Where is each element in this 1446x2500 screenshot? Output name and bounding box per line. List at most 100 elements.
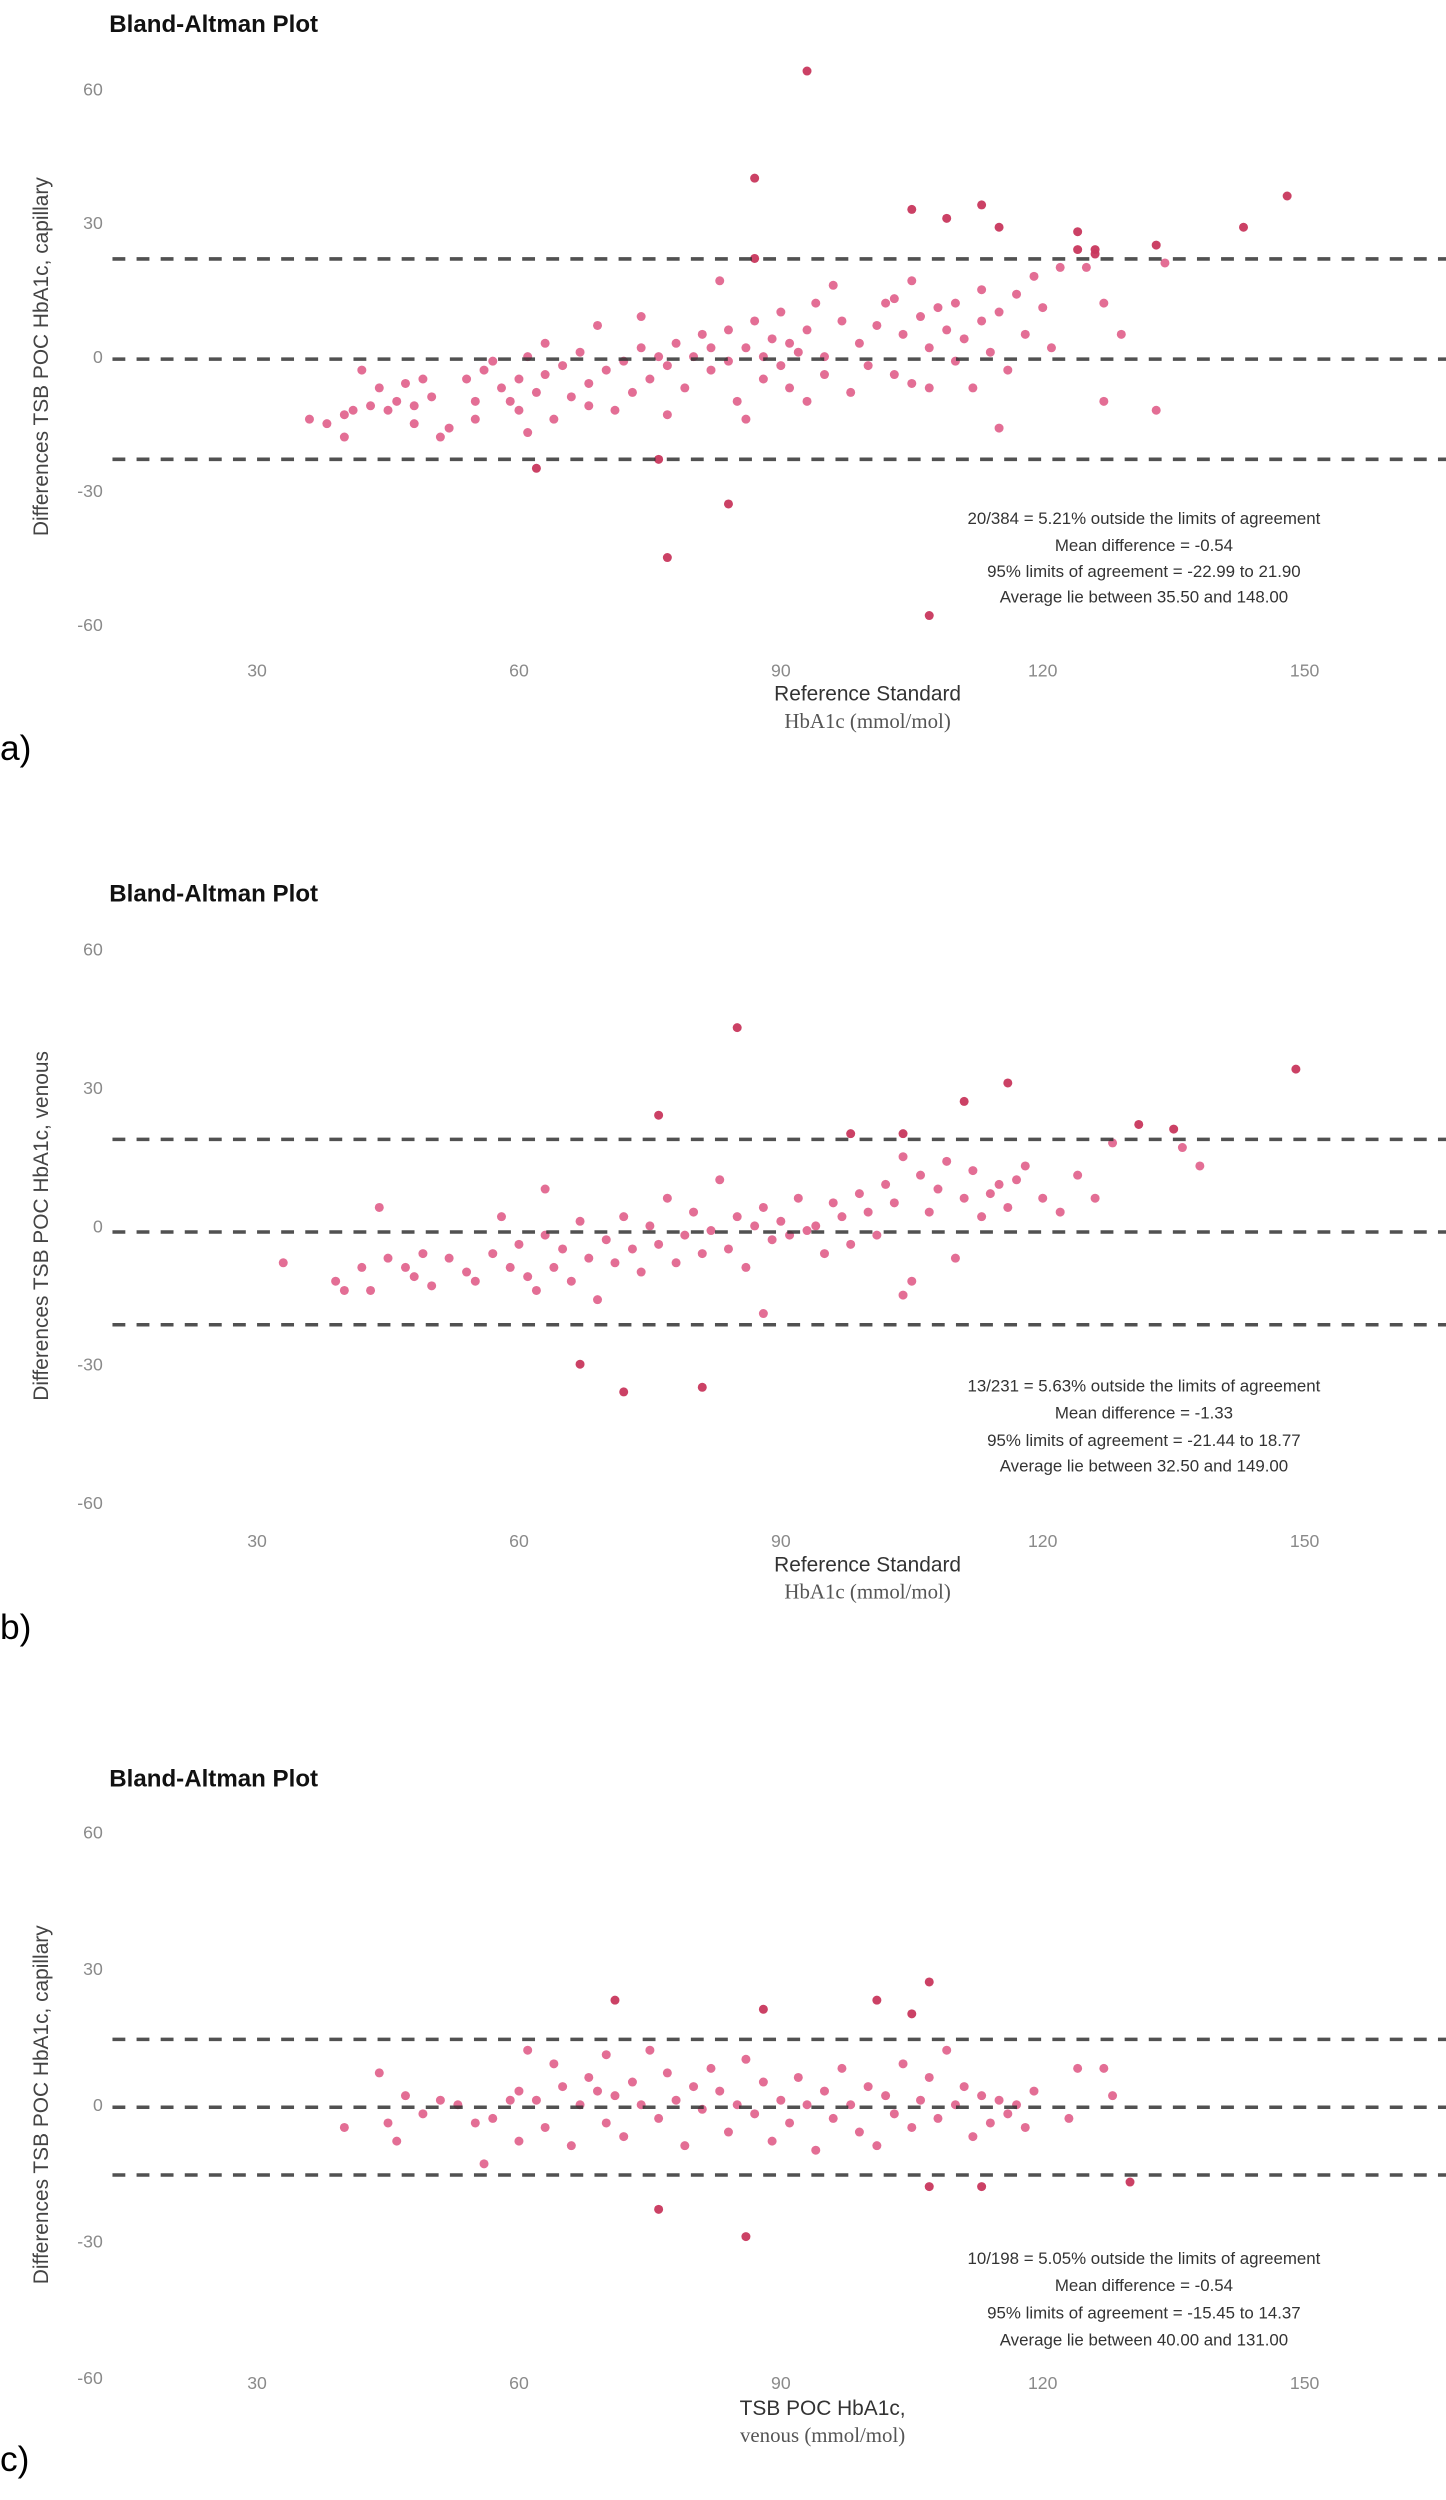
data-point (697, 329, 707, 339)
data-point (627, 387, 637, 397)
data-point (366, 1285, 376, 1295)
data-point (916, 2095, 926, 2105)
y-tick-label: -60 (77, 1493, 103, 1513)
data-point (1020, 329, 1030, 339)
data-point (427, 1281, 437, 1291)
data-point (881, 298, 891, 308)
data-point (339, 2122, 349, 2132)
x-tick-label: 60 (509, 1531, 529, 1551)
data-point (924, 1207, 934, 1217)
data-point (566, 2141, 576, 2151)
data-point (776, 361, 786, 371)
data-point (767, 1235, 777, 1245)
data-point (514, 1239, 524, 1249)
data-point (741, 1262, 751, 1272)
data-point (1177, 1143, 1187, 1153)
data-point-outside-limits (750, 173, 760, 183)
data-point (671, 1258, 681, 1268)
y-tick-label: -60 (77, 615, 103, 635)
annotation-text: Average lie between 35.50 and 148.00 (1000, 588, 1288, 607)
data-point (942, 325, 952, 335)
data-point (741, 2054, 751, 2064)
data-point (785, 338, 795, 348)
data-point (776, 307, 786, 317)
data-point (636, 312, 646, 322)
data-point (1099, 2063, 1109, 2073)
data-point-outside-limits (723, 499, 733, 509)
data-point (470, 2118, 480, 2128)
y-tick-label: 60 (83, 1822, 103, 1842)
data-point (601, 365, 611, 375)
data-point (479, 2159, 489, 2169)
data-point-outside-limits (758, 2004, 768, 2014)
data-point (706, 1226, 716, 1236)
data-point-outside-limits (1125, 2177, 1135, 2187)
data-point (907, 2122, 917, 2132)
data-point (933, 303, 943, 313)
y-axis-label: Differences TSB POC HbA1c, venous (30, 1051, 53, 1401)
data-point (872, 1230, 882, 1240)
data-point (959, 1193, 969, 1203)
data-point-outside-limits (1282, 191, 1292, 201)
data-point (409, 1272, 419, 1282)
data-point-outside-limits (1134, 1119, 1144, 1129)
data-point (1116, 329, 1126, 339)
data-point (505, 2095, 515, 2105)
data-point (540, 338, 550, 348)
data-point (776, 2095, 786, 2105)
data-point (584, 2072, 594, 2082)
data-point (881, 2091, 891, 2101)
data-point (357, 365, 367, 375)
data-point (933, 2113, 943, 2123)
x-axis-label: Reference Standard (774, 1553, 961, 1576)
data-point-outside-limits (907, 2009, 917, 2019)
data-point (776, 1216, 786, 1226)
data-point-outside-limits (619, 1387, 629, 1397)
data-point (811, 1221, 821, 1231)
data-point (802, 325, 812, 335)
data-point (331, 1276, 341, 1286)
x-axis-unit-label: venous (mmol/mol) (740, 2423, 905, 2447)
panel-letter: a) (0, 729, 31, 768)
data-point (697, 1249, 707, 1259)
plot-title: Bland-Altman Plot (109, 1766, 318, 1793)
data-point (531, 1285, 541, 1295)
y-tick-label: 0 (93, 347, 103, 367)
data-point-outside-limits (977, 200, 987, 210)
x-tick-label: 60 (509, 2373, 529, 2393)
data-point (400, 378, 410, 388)
data-point (689, 1207, 699, 1217)
data-point (1003, 365, 1013, 375)
data-point (802, 1226, 812, 1236)
data-point (907, 276, 917, 286)
data-point (977, 2091, 987, 2101)
data-point (1108, 2091, 1118, 2101)
data-point (715, 276, 725, 286)
data-point (1012, 289, 1022, 299)
annotation-text: 95% limits of agreement = -15.45 to 14.3… (987, 2303, 1300, 2322)
data-point (1055, 262, 1065, 272)
data-point (924, 343, 934, 353)
data-point-outside-limits (1151, 240, 1161, 250)
data-point (828, 2113, 838, 2123)
data-point (444, 423, 454, 433)
y-tick-label: -30 (77, 1355, 103, 1375)
data-point (950, 1253, 960, 1263)
data-point (619, 1212, 629, 1222)
y-tick-label: -30 (77, 2232, 103, 2252)
data-point-outside-limits (1073, 227, 1083, 237)
data-point (610, 405, 620, 415)
data-point (575, 1216, 585, 1226)
plot-title: Bland-Altman Plot (109, 11, 318, 38)
data-point (418, 374, 428, 384)
data-point-outside-limits (872, 1995, 882, 2005)
data-point (985, 2118, 995, 2128)
x-tick-label: 30 (247, 2373, 267, 2393)
x-tick-label: 150 (1290, 660, 1320, 680)
data-point (907, 378, 917, 388)
data-point (741, 414, 751, 424)
data-point (531, 2095, 541, 2105)
data-point (654, 2113, 664, 2123)
data-point (654, 1239, 664, 1249)
plot-title: Bland-Altman Plot (109, 880, 318, 907)
